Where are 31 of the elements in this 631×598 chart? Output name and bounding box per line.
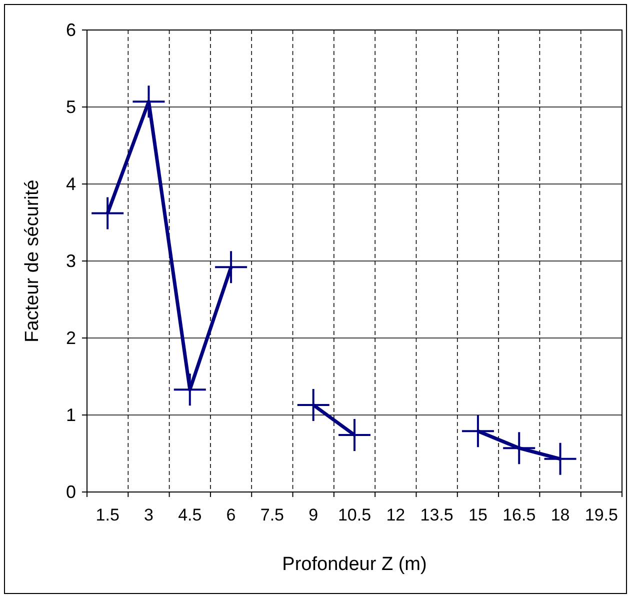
x-tick-label: 15	[468, 506, 488, 524]
x-tick-label: 12	[386, 506, 406, 524]
point	[338, 419, 370, 452]
point	[297, 388, 330, 421]
point	[462, 415, 494, 448]
point	[503, 432, 536, 464]
x-tick-label: 7.5	[260, 506, 284, 524]
x-tick-label: 4.5	[178, 506, 202, 524]
x-tick-label: 13.5	[420, 506, 454, 524]
y-tick-label: 3	[66, 250, 76, 271]
point	[174, 374, 206, 406]
x-tick-label: 1.5	[96, 506, 120, 524]
point	[215, 251, 248, 284]
y-tick-label: 2	[66, 328, 76, 348]
y-tick-label: 4	[66, 174, 76, 194]
x-tick-label: 16.5	[502, 506, 536, 524]
x-tick-label: 9	[308, 506, 318, 524]
y-tick-label: 0	[66, 482, 76, 502]
x-tick-label: 3	[144, 506, 154, 524]
y-tick-label: 1	[66, 404, 76, 425]
y-tick-label: 6	[66, 20, 76, 40]
x-axis-title: Profondeur Z (m)	[282, 554, 427, 575]
point	[132, 86, 165, 118]
x-tick-label: 19.5	[584, 506, 618, 524]
y-tick-label: 5	[66, 96, 76, 117]
y-axis-title: Facteur de sécurité	[22, 180, 43, 342]
x-tick-label: 10.5	[338, 506, 372, 524]
point	[92, 197, 124, 230]
point	[544, 442, 576, 475]
x-tick-label: 6	[226, 506, 236, 524]
x-tick-label: 18	[550, 506, 570, 524]
